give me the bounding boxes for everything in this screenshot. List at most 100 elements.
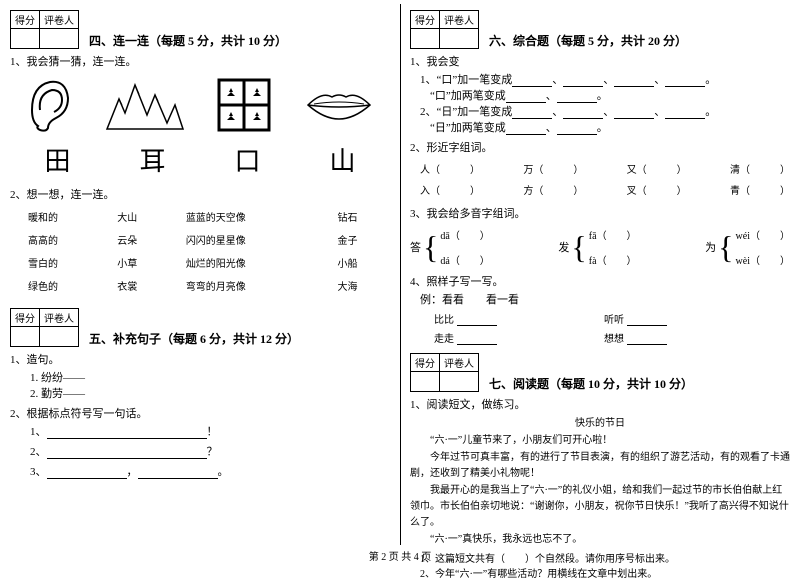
mt-1-3: 金子: [331, 229, 398, 250]
blank[interactable]: [506, 123, 546, 135]
mt-3-2: 弯弯的月亮像: [180, 275, 330, 296]
blank[interactable]: [512, 107, 552, 119]
lips-icon: [304, 87, 374, 123]
grader-label: 评卷人: [440, 354, 479, 372]
reading-p2: 今年过节可真丰富，有的进行了节目表演，有的组织了游艺活动，有的观看了卡通剧，还收…: [410, 450, 790, 482]
mt-0-2: 蓝蓝的天空像: [180, 206, 330, 227]
char-0: 田: [44, 141, 70, 178]
q6-2: 2、形近字组词。: [410, 139, 790, 155]
near-1-1: 方（ ）: [523, 182, 583, 197]
near-0-3: 清（ ）: [730, 161, 790, 176]
blank[interactable]: [665, 107, 705, 119]
blank[interactable]: [457, 314, 497, 326]
grader-blank[interactable]: [440, 29, 479, 49]
q4-2: 2、想一想，连一连。: [10, 186, 390, 202]
mt-1-1: 云朵: [111, 229, 178, 250]
blank[interactable]: [457, 333, 497, 345]
q5-2-3: 3、 ， 。: [30, 463, 390, 479]
pinyin-group-1: 发{ fā（ ）fà（ ）: [558, 227, 636, 267]
blank[interactable]: [47, 467, 127, 479]
image-row: [10, 75, 390, 135]
near-0-2: 又（ ）: [627, 161, 687, 176]
blank[interactable]: [627, 314, 667, 326]
score-blank[interactable]: [411, 29, 440, 49]
blank[interactable]: [614, 75, 654, 87]
blank[interactable]: [512, 75, 552, 87]
reading-passage: 快乐的节日 “六·一”儿童节来了，小朋友们可开心啦！ 今年过节可真丰富，有的进行…: [410, 416, 790, 548]
grader-blank[interactable]: [440, 372, 479, 392]
pinyin-group-0: 答{ dā（ ）dá（ ）: [410, 227, 490, 267]
blank[interactable]: [557, 123, 597, 135]
character-row: 田 耳 口 山: [10, 141, 390, 178]
py-2b: wèi（ ）: [736, 252, 790, 267]
mt-3-0: 绿色的: [22, 275, 109, 296]
q6-4ex: 例：看看 看一看: [420, 291, 790, 307]
py-1a: fā（ ）: [589, 227, 637, 242]
score-blank[interactable]: [11, 327, 40, 347]
section-5-heading: 五、补充句子（每题 6 分，共计 12 分）: [89, 330, 299, 347]
blank[interactable]: [614, 107, 654, 119]
q6-4: 4、照样子写一写。: [410, 273, 790, 289]
blank[interactable]: [563, 75, 603, 87]
p1-num: 1、: [30, 426, 47, 438]
py-ch-1: 发: [558, 239, 569, 255]
column-divider: [400, 4, 401, 545]
q6-1b: “口”加两笔变成: [430, 90, 506, 102]
pair-1-0: 走走: [434, 330, 544, 345]
blank[interactable]: [665, 75, 705, 87]
pair-0-1: 听听: [604, 311, 714, 326]
section-6-heading: 六、综合题（每题 5 分，共计 20 分）: [489, 32, 687, 49]
pair-1-1: 想想: [604, 330, 714, 345]
blank[interactable]: [138, 467, 218, 479]
score-box: 得分评卷人: [410, 10, 479, 49]
p3-mid: ，: [127, 466, 138, 478]
section-4-heading: 四、连一连（每题 5 分，共计 10 分）: [89, 32, 287, 49]
score-blank[interactable]: [11, 29, 40, 49]
section-5-header: 得分评卷人 五、补充句子（每题 6 分，共计 12 分）: [10, 308, 390, 347]
window-icon: [217, 78, 271, 132]
q5-1a: 1. 纷纷——: [30, 369, 390, 385]
py-0b: dá（ ）: [440, 252, 489, 267]
near-1-2: 叉（ ）: [627, 182, 687, 197]
pair-row-0: 比比 听听: [434, 311, 790, 326]
q4-1: 1、我会猜一猜，连一连。: [10, 53, 390, 69]
near-0-1: 万（ ）: [523, 161, 583, 176]
p3-num: 3、: [30, 466, 47, 478]
q6-1d: “日”加两笔变成: [430, 122, 506, 134]
blank[interactable]: [506, 91, 546, 103]
near-0-0: 人（ ）: [420, 161, 480, 176]
mt-2-1: 小草: [111, 252, 178, 273]
blank[interactable]: [47, 447, 207, 459]
pair-row-1: 走走 想想: [434, 330, 790, 345]
grader-label: 评卷人: [40, 11, 79, 29]
py-2a: wéi（ ）: [736, 227, 790, 242]
blank[interactable]: [557, 91, 597, 103]
q6-1b-row: “口”加两笔变成、。: [430, 87, 790, 103]
mountain-icon: [105, 79, 185, 131]
near-1-3: 青（ ）: [730, 182, 790, 197]
score-box: 得分评卷人: [10, 10, 79, 49]
py-ch-0: 答: [410, 239, 421, 255]
near-row-0: 人（ ） 万（ ） 又（ ） 清（ ）: [420, 161, 790, 176]
grader-blank[interactable]: [40, 327, 79, 347]
q5-2-2: 2、？: [30, 443, 390, 459]
blank[interactable]: [627, 333, 667, 345]
reading-p3: 我最开心的是我当上了“六·一”的礼仪小姐，给和我们一起过节的市长伯伯献上红领巾。…: [410, 483, 790, 531]
blank[interactable]: [47, 427, 207, 439]
char-2: 口: [234, 141, 260, 178]
grader-blank[interactable]: [40, 29, 79, 49]
grader-label: 评卷人: [40, 309, 79, 327]
score-blank[interactable]: [411, 372, 440, 392]
q5-2: 2、根据标点符号写一句话。: [10, 405, 390, 421]
q6-1a-row: 1、“口”加一笔变成、、、。: [420, 71, 790, 87]
score-label: 得分: [11, 309, 40, 327]
score-label: 得分: [11, 11, 40, 29]
blank[interactable]: [563, 107, 603, 119]
section-4-header: 得分评卷人 四、连一连（每题 5 分，共计 10 分）: [10, 10, 390, 49]
char-3: 山: [329, 141, 355, 178]
score-label: 得分: [411, 354, 440, 372]
section-7-header: 得分评卷人 七、阅读题（每题 10 分，共计 10 分）: [410, 353, 790, 392]
mt-2-0: 雪白的: [22, 252, 109, 273]
p3-end: 。: [218, 466, 229, 478]
q6-1: 1、我会变: [410, 53, 790, 69]
